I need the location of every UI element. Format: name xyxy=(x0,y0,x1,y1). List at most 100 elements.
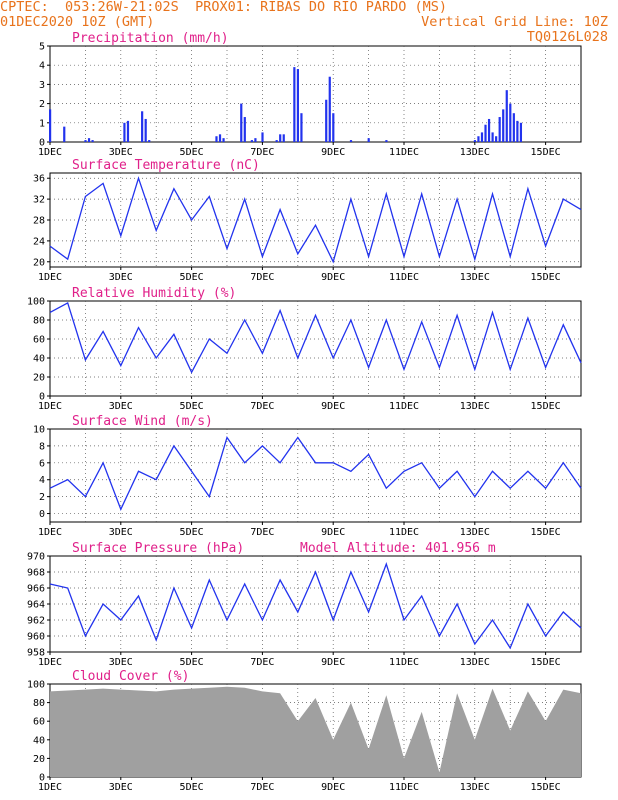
panel-title: Precipitation (mm/h) xyxy=(72,31,229,46)
panel-title: Surface Temperature (nC) xyxy=(72,158,260,173)
panel-frame xyxy=(49,428,582,523)
y-tick-label: 968 xyxy=(27,568,45,579)
precip-bar xyxy=(519,122,523,142)
panel-frame xyxy=(49,300,582,397)
y-tick-label: 5 xyxy=(39,42,45,53)
precip-bar xyxy=(495,136,498,142)
x-tick-label: 15DEC xyxy=(531,782,561,793)
x-tick-label: 1DEC xyxy=(38,401,62,412)
x-tick-label: 13DEC xyxy=(460,401,490,412)
panel-title: Cloud Cover (%) xyxy=(72,669,189,684)
panel-annotation: Model Altitude: 401.956 m xyxy=(300,541,496,556)
y-tick-label: 80 xyxy=(33,698,45,709)
model-id: TQ0126L028 xyxy=(526,29,608,45)
y-tick-label: 960 xyxy=(27,632,45,643)
y-tick-label: 4 xyxy=(39,475,45,486)
series-line xyxy=(49,436,582,511)
precip-bar xyxy=(480,132,484,142)
x-tick-label: 15DEC xyxy=(531,657,561,668)
precip-bar xyxy=(218,134,222,142)
x-tick-label: 7DEC xyxy=(250,782,274,793)
x-tick-label: 13DEC xyxy=(460,657,490,668)
precip-bar xyxy=(261,132,264,142)
precip-bar xyxy=(240,103,243,142)
precip-bar xyxy=(332,113,335,142)
precip-bar xyxy=(282,134,285,142)
y-tick-label: 28 xyxy=(33,216,45,227)
chart-header: CPTEC: 053:26W-21:02S PROX01: RIBAS DO R… xyxy=(0,0,618,48)
y-tick-label: 60 xyxy=(33,717,45,728)
y-tick-label: 0 xyxy=(39,138,45,149)
precip-bar xyxy=(385,140,388,142)
x-tick-label: 7DEC xyxy=(250,527,274,538)
x-tick-label: 3DEC xyxy=(109,401,133,412)
x-tick-label: 15DEC xyxy=(531,527,561,538)
precip-bar xyxy=(325,99,328,142)
precip-bar xyxy=(254,138,257,142)
precip-bar xyxy=(279,134,282,142)
x-tick-label: 9DEC xyxy=(321,147,345,158)
y-tick-label: 0 xyxy=(39,392,45,403)
precip-bar xyxy=(91,140,94,142)
y-tick-label: 962 xyxy=(27,616,45,627)
x-tick-label: 5DEC xyxy=(180,147,204,158)
precip-bar xyxy=(477,136,480,142)
precip-bar xyxy=(222,138,225,142)
precip-bar xyxy=(275,140,278,142)
y-tick-label: 20 xyxy=(33,754,45,765)
x-tick-label: 15DEC xyxy=(531,272,561,283)
y-tick-label: 966 xyxy=(27,584,45,595)
y-tick-label: 24 xyxy=(33,236,45,247)
x-tick-label: 13DEC xyxy=(460,272,490,283)
series-line xyxy=(49,176,582,264)
y-tick-label: 80 xyxy=(33,316,45,327)
y-tick-label: 10 xyxy=(33,425,45,436)
x-tick-label: 7DEC xyxy=(250,657,274,668)
x-tick-label: 5DEC xyxy=(180,527,204,538)
x-tick-label: 5DEC xyxy=(180,657,204,668)
x-tick-label: 11DEC xyxy=(389,527,419,538)
y-tick-label: 1 xyxy=(39,118,45,129)
precip-bar xyxy=(484,124,487,142)
precip-bar xyxy=(502,109,505,142)
x-tick-label: 11DEC xyxy=(389,147,419,158)
y-tick-label: 970 xyxy=(27,552,45,563)
precip-bar xyxy=(516,120,519,142)
precip-bar xyxy=(148,140,151,142)
precip-bar xyxy=(215,136,218,142)
series-line xyxy=(49,301,582,374)
precip-bar xyxy=(84,140,87,142)
x-tick-label: 13DEC xyxy=(460,147,490,158)
precip-bar xyxy=(487,118,491,142)
precip-bar xyxy=(293,67,296,142)
precip-bar xyxy=(243,117,246,142)
x-tick-label: 1DEC xyxy=(38,782,62,793)
x-tick-label: 1DEC xyxy=(38,527,62,538)
panel-title: Relative Humidity (%) xyxy=(72,286,236,301)
station-header: CPTEC: 053:26W-21:02S PROX01: RIBAS DO R… xyxy=(0,0,448,15)
x-tick-label: 3DEC xyxy=(109,272,133,283)
y-tick-label: 964 xyxy=(27,600,45,611)
y-tick-label: 6 xyxy=(39,458,45,469)
x-tick-label: 9DEC xyxy=(321,401,345,412)
y-tick-label: 2 xyxy=(39,492,45,503)
precip-bar xyxy=(63,126,66,142)
x-tick-label: 7DEC xyxy=(250,401,274,412)
precip-bar xyxy=(144,118,147,142)
x-tick-label: 11DEC xyxy=(389,782,419,793)
x-tick-label: 9DEC xyxy=(321,527,345,538)
y-tick-label: 3 xyxy=(39,80,45,91)
y-tick-label: 100 xyxy=(27,297,45,308)
run-datetime: 01DEC2020 10Z (GMT) xyxy=(0,14,155,30)
x-tick-label: 1DEC xyxy=(38,657,62,668)
y-tick-label: 0 xyxy=(39,509,45,520)
x-tick-label: 9DEC xyxy=(321,782,345,793)
y-tick-label: 2 xyxy=(39,99,45,110)
y-tick-label: 20 xyxy=(33,373,45,384)
y-tick-label: 36 xyxy=(33,174,45,185)
y-tick-label: 0 xyxy=(39,773,45,784)
precip-bar xyxy=(491,132,494,142)
precip-bar xyxy=(509,103,512,142)
y-tick-label: 32 xyxy=(33,195,45,206)
